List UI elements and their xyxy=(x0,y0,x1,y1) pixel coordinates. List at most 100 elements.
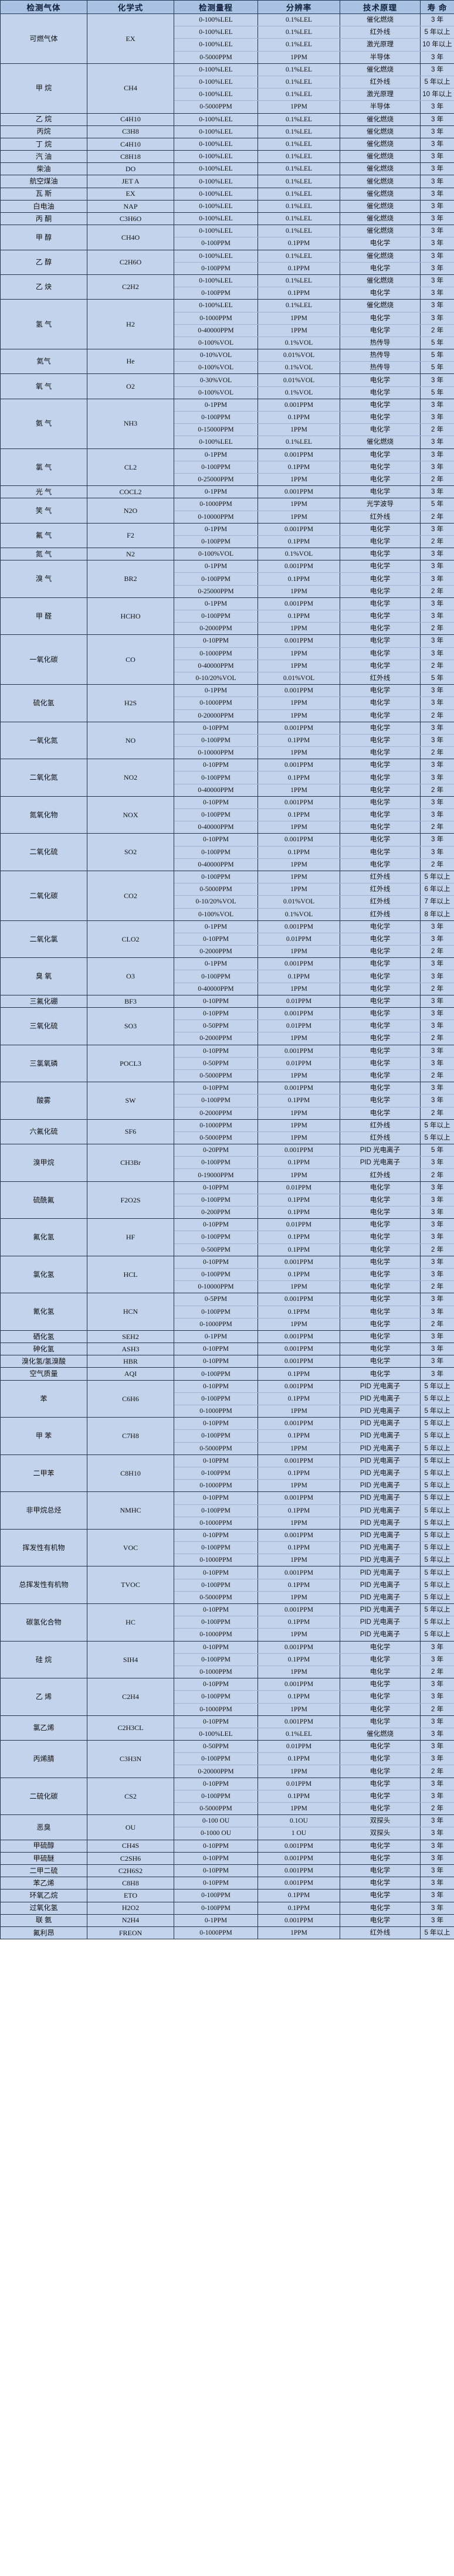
cell-resolution: 0.1%LEL xyxy=(258,274,340,288)
cell-lifetime: 3 年 xyxy=(420,771,454,784)
table-row: 0-10000PPM 1PPM 红外线 2 年 xyxy=(1,510,454,524)
cell-lifetime: 5 年 xyxy=(420,386,454,399)
cell-technology: 电化学 xyxy=(340,1044,421,1058)
cell-resolution: 1PPM xyxy=(258,1106,340,1120)
table-row: 0-1000PPM 1PPM 电化学 2 年 xyxy=(1,1317,454,1331)
cell-gas-name: 笑 气 xyxy=(0,498,87,524)
cell-technology: 催化燃烧 xyxy=(340,212,421,226)
cell-gas-name: 三氯氧磷 xyxy=(0,1044,87,1083)
cell-detection-range: 0-10PPM xyxy=(174,1417,258,1430)
cell-detection-range: 0-10PPM xyxy=(174,1355,258,1368)
cell-detection-range: 0-100%VOL xyxy=(174,386,258,399)
cell-resolution: 1PPM xyxy=(258,696,340,710)
cell-resolution: 1PPM xyxy=(258,498,340,511)
cell-detection-range: 0-10PPM xyxy=(174,1343,258,1356)
cell-lifetime: 3 年 xyxy=(420,957,454,971)
cell-resolution: 0.001PPM xyxy=(258,1877,340,1890)
cell-technology: 催化燃烧 xyxy=(340,299,421,312)
cell-detection-range: 0-100PPM xyxy=(174,1267,258,1282)
cell-lifetime: 3 年 xyxy=(420,522,454,536)
cell-chemical-formula: CH3Br xyxy=(87,1144,174,1182)
cell-resolution: 0.01PPM xyxy=(258,1777,340,1790)
table-row: 0-5000PPM 1PPM 红外线 5 年以上 xyxy=(1,1131,454,1145)
cell-detection-range: 0-10/20%VOL xyxy=(174,895,258,909)
cell-lifetime: 2 年 xyxy=(420,1765,454,1778)
cell-technology: 电化学 xyxy=(340,1317,421,1331)
cell-technology: 电化学 xyxy=(340,287,421,300)
cell-resolution: 0.1PPM xyxy=(258,808,340,822)
cell-resolution: 0.1%VOL xyxy=(258,361,340,375)
cell-lifetime: 3 年 xyxy=(420,175,454,188)
column-header-formula: 化学式 xyxy=(87,0,174,14)
cell-detection-range: 0-100%LEL xyxy=(174,436,258,449)
cell-lifetime: 3 年 xyxy=(420,1044,454,1058)
cell-resolution: 0.1%LEL xyxy=(258,150,340,164)
table-row: 0-2000PPM 1PPM 电化学 2 年 xyxy=(1,622,454,635)
cell-lifetime: 2 年 xyxy=(420,982,454,995)
cell-lifetime: 2 年 xyxy=(420,858,454,871)
table-row: 0-100%LEL 0.1%LEL 红外线 5 年以上 xyxy=(1,26,454,39)
cell-lifetime: 5 年 xyxy=(420,671,454,685)
cell-gas-name: 白电油 xyxy=(0,199,87,213)
cell-chemical-formula: CS2 xyxy=(87,1777,174,1816)
cell-technology: 电化学 xyxy=(340,1740,421,1753)
cell-lifetime: 3 年 xyxy=(420,1330,454,1344)
cell-detection-range: 0-100PPM xyxy=(174,287,258,300)
cell-detection-range: 0-10PPM xyxy=(174,833,258,847)
cell-resolution: 0.1%LEL xyxy=(258,88,340,101)
cell-lifetime: 3 年 xyxy=(420,237,454,250)
cell-technology: 红外线 xyxy=(340,75,421,89)
cell-lifetime: 3 年 xyxy=(420,113,454,126)
cell-gas-name: 甲硫醇 xyxy=(0,1839,87,1853)
cell-technology: 电化学 xyxy=(340,386,421,399)
cell-technology: 催化燃烧 xyxy=(340,150,421,164)
cell-detection-range: 0-100PPM xyxy=(174,237,258,250)
table-row: 甲 苯 C7H8 0-10PPM 0.001PPM PID 光电离子 5 年以上 xyxy=(0,1417,454,1455)
cell-detection-range: 0-50PPM xyxy=(174,1019,258,1033)
cell-technology: 双探头 xyxy=(340,1814,421,1828)
cell-technology: 电化学 xyxy=(340,1305,421,1318)
cell-resolution: 0.001PPM xyxy=(258,398,340,412)
cell-lifetime: 3 年 xyxy=(420,684,454,698)
table-row: 氦气 He 0-10%VOL 0.01%VOL 热传导 5 年 xyxy=(0,349,454,375)
cell-resolution: 0.001PPM xyxy=(258,1007,340,1021)
cell-lifetime: 3 年 xyxy=(420,845,454,859)
table-row: 光 气 COCL2 0-1PPM 0.001PPM 电化学 3 年 xyxy=(0,485,454,499)
table-row: 氢 气 H2 0-100%LEL 0.1%LEL 催化燃烧 3 年 xyxy=(0,299,454,350)
cell-technology: 催化燃烧 xyxy=(340,187,421,200)
cell-gas-name: 硫酰氟 xyxy=(0,1181,87,1219)
cell-detection-range: 0-1000PPM xyxy=(174,311,258,325)
cell-resolution: 0.01%VOL xyxy=(258,671,340,685)
cell-chemical-formula: C3H8 xyxy=(87,125,174,138)
cell-chemical-formula: CO xyxy=(87,634,174,685)
cell-technology: 电化学 xyxy=(340,1665,421,1679)
cell-chemical-formula: C2H3CL xyxy=(87,1715,174,1741)
cell-technology: 电化学 xyxy=(340,746,421,760)
cell-technology: 电化学 xyxy=(340,1653,421,1666)
cell-lifetime: 3 年 xyxy=(420,572,454,586)
cell-chemical-formula: HCHO xyxy=(87,597,174,635)
cell-gas-name: 航空煤油 xyxy=(0,175,87,188)
cell-technology: 热传导 xyxy=(340,336,421,350)
cell-detection-range: 0-100%LEL xyxy=(174,299,258,312)
table-row: 0-50PPM 0.01PPM 电化学 3 年 xyxy=(1,1019,454,1033)
table-row: 一氧化碳 CO 0-10PPM 0.001PPM 电化学 3 年 xyxy=(0,634,454,685)
cell-technology: 电化学 xyxy=(340,957,421,971)
cell-chemical-formula: NO xyxy=(87,721,174,760)
cell-detection-range: 0-20000PPM xyxy=(174,1765,258,1778)
cell-technology: 催化燃烧 xyxy=(340,249,421,263)
table-row: 空气质量 AQI 0-100PPM 0.1PPM 电化学 3 年 xyxy=(0,1367,454,1381)
cell-lifetime: 5 年 xyxy=(420,349,454,362)
cell-chemical-formula: C8H18 xyxy=(87,150,174,164)
cell-resolution: 1PPM xyxy=(258,1926,340,1940)
cell-technology: 电化学 xyxy=(340,994,421,1008)
cell-gas-name: 溴甲烷 xyxy=(0,1144,87,1182)
cell-detection-range: 0-19000PPM xyxy=(174,1168,258,1182)
cell-technology: 电化学 xyxy=(340,1877,421,1890)
cell-detection-range: 0-10PPM xyxy=(174,796,258,810)
cell-technology: 电化学 xyxy=(340,1765,421,1778)
table-row: 0-100PPM 0.1PPM 电化学 3 年 xyxy=(1,1231,454,1244)
cell-lifetime: 3 年 xyxy=(420,1827,454,1840)
cell-resolution: 0.1PPM xyxy=(258,733,340,747)
cell-chemical-formula: C8H8 xyxy=(87,1877,174,1890)
